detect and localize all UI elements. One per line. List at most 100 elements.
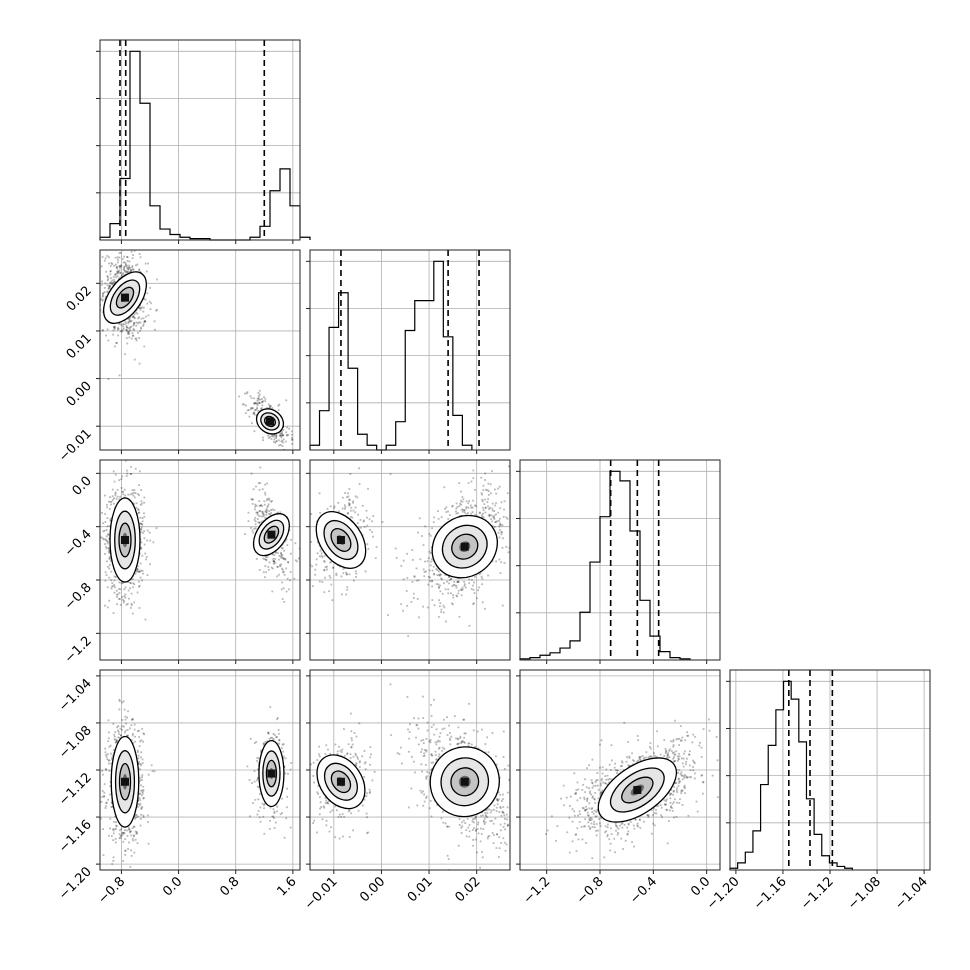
y-tick-label: −1.08: [56, 723, 95, 762]
scatter-point: [364, 761, 367, 764]
scatter-point: [119, 276, 122, 279]
scatter-point: [122, 601, 125, 604]
scatter-point: [101, 294, 104, 297]
scatter-point: [92, 597, 94, 599]
scatter-point: [109, 270, 112, 273]
joint-density: [310, 465, 510, 638]
scatter-point: [100, 309, 102, 312]
scatter-point: [433, 516, 435, 519]
scatter-point: [254, 408, 257, 411]
scatter-point: [310, 513, 313, 516]
scatter-point: [358, 483, 361, 485]
scatter-point: [112, 333, 115, 336]
scatter-point: [105, 546, 107, 548]
scatter-point: [140, 789, 143, 792]
scatter-point: [142, 797, 145, 800]
scatter-point: [266, 509, 268, 512]
scatter-point: [104, 571, 107, 574]
scatter-point: [251, 782, 253, 784]
scatter-point: [270, 500, 272, 503]
scatter-point: [141, 762, 144, 765]
scatter-point: [135, 339, 138, 342]
scatter-point: [101, 329, 104, 331]
scatter-point: [290, 538, 292, 541]
scatter-point: [342, 568, 345, 570]
panel-1-0: −0.010.000.010.02: [56, 249, 301, 465]
scatter-point: [255, 741, 258, 743]
scatter-point: [122, 831, 124, 834]
scatter-point: [457, 589, 460, 592]
scatter-point: [258, 402, 261, 405]
scatter-point: [474, 504, 476, 507]
scatter-point: [281, 445, 284, 448]
scatter-point: [502, 730, 505, 733]
scatter-point: [103, 259, 106, 262]
scatter-point: [120, 478, 123, 481]
scatter-point: [105, 801, 108, 804]
scatter-point: [128, 328, 131, 331]
scatter-point: [108, 762, 110, 765]
scatter-point: [132, 718, 135, 721]
scatter-point: [346, 586, 349, 589]
scatter-point: [249, 737, 252, 740]
scatter-point: [484, 506, 487, 509]
scatter-point: [114, 281, 117, 283]
scatter-point: [354, 511, 357, 514]
scatter-point: [250, 422, 253, 425]
scatter-point: [438, 587, 441, 589]
scatter-point: [95, 546, 97, 548]
scatter-point: [128, 264, 130, 267]
scatter-point: [257, 810, 260, 812]
scatter-point: [104, 513, 107, 516]
scatter-point: [505, 516, 508, 519]
scatter-point: [113, 480, 116, 483]
scatter-point: [118, 700, 121, 702]
scatter-point: [335, 809, 338, 812]
scatter-point: [147, 842, 150, 845]
scatter-point: [257, 409, 260, 412]
scatter-point: [474, 505, 477, 508]
scatter-point: [275, 440, 278, 442]
scatter-point: [120, 486, 123, 489]
scatter-point: [106, 586, 109, 589]
scatter-point: [333, 505, 336, 508]
scatter-point: [488, 513, 491, 516]
scatter-point: [253, 402, 256, 405]
scatter-point: [281, 797, 283, 800]
scatter-point: [134, 735, 137, 738]
scatter-point: [124, 271, 127, 274]
scatter-point: [124, 718, 127, 721]
scatter-point: [294, 559, 297, 562]
scatter-point: [127, 317, 130, 320]
scatter-point: [415, 567, 418, 570]
scatter-point: [102, 292, 104, 295]
scatter-point: [126, 271, 128, 274]
scatter-point: [311, 585, 314, 588]
scatter-point: [363, 762, 366, 765]
scatter-point: [274, 558, 276, 560]
scatter-point: [118, 322, 121, 325]
scatter-point: [334, 743, 337, 746]
scatter-point: [263, 744, 265, 747]
scatter-point: [251, 407, 254, 410]
y-tick-label: −0.01: [56, 426, 95, 465]
joint-density: [310, 683, 510, 870]
scatter-point: [140, 317, 143, 320]
scatter-point: [114, 586, 116, 589]
scatter-point: [356, 522, 359, 525]
scatter-point: [140, 541, 143, 544]
scatter-point: [128, 333, 131, 335]
scatter-point: [268, 497, 270, 500]
scatter-point: [500, 531, 503, 533]
scatter-point: [266, 407, 269, 409]
scatter-point: [249, 815, 251, 818]
scatter-point: [105, 802, 108, 805]
scatter-point: [268, 499, 271, 502]
scatter-point: [273, 734, 276, 736]
scatter-point: [114, 815, 117, 818]
scatter-point: [254, 401, 256, 404]
scatter-point: [109, 518, 112, 521]
scatter-point: [348, 504, 351, 507]
scatter-point: [499, 507, 502, 510]
scatter-point: [440, 577, 442, 580]
